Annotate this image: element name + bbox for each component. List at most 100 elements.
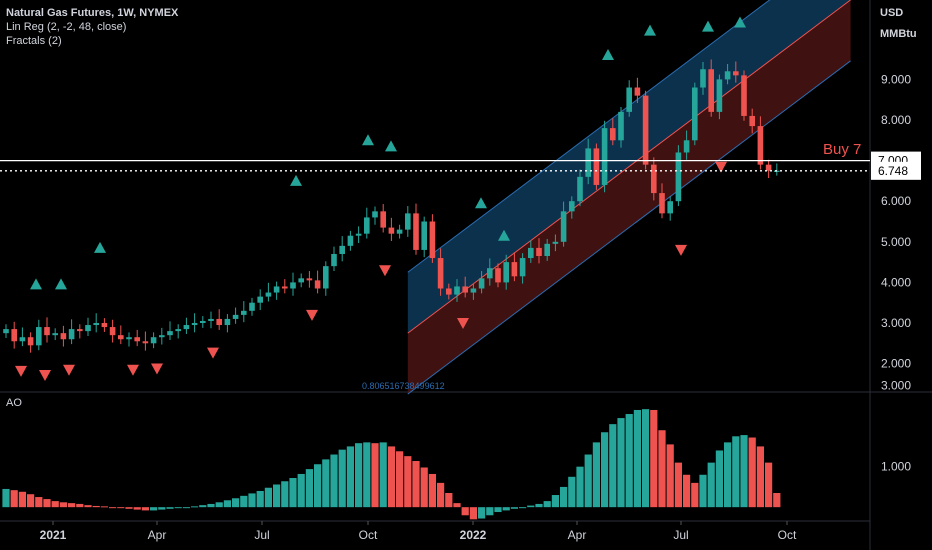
candle-body <box>462 286 468 293</box>
ao-bar <box>748 437 756 508</box>
fractal-up-marker <box>498 229 510 241</box>
candle-body <box>109 327 116 336</box>
candle-body <box>528 247 534 259</box>
time-tick-label: Oct <box>778 528 797 542</box>
candle-body <box>298 278 304 283</box>
ao-bar <box>502 507 510 511</box>
ao-bar <box>51 501 59 508</box>
ao-bar <box>68 503 76 508</box>
ao-bar <box>428 473 436 508</box>
candle-body <box>724 71 731 80</box>
price-tick-label: 2.000 <box>881 357 911 371</box>
candle-body <box>675 152 682 202</box>
candle-body <box>454 286 460 295</box>
fractal-down-marker <box>39 369 51 381</box>
fractal-down-marker <box>63 364 75 376</box>
ao-bar <box>371 443 379 508</box>
candle-body <box>52 333 58 336</box>
candle-body <box>733 71 739 76</box>
fractal-up-marker <box>385 140 397 152</box>
candle-body <box>191 323 198 326</box>
candle-body <box>142 341 149 344</box>
ao-bar <box>469 507 477 520</box>
time-tick-label: 2022 <box>460 528 487 542</box>
ao-bar <box>338 449 346 508</box>
ao-bar <box>584 454 592 508</box>
fractal-up-marker <box>30 278 42 290</box>
unit-label: MMBtu <box>880 28 917 40</box>
candle-body <box>437 258 444 289</box>
ao-bar <box>2 488 10 508</box>
candle-body <box>519 258 526 277</box>
fractal-down-marker <box>15 365 27 377</box>
ao-bar <box>461 507 469 516</box>
symbol-title: Natural Gas Futures, 1W, NYMEX <box>6 7 179 19</box>
ao-bar <box>453 503 461 508</box>
ao-bar <box>765 462 773 508</box>
candle-body <box>405 213 411 230</box>
ao-bar <box>182 507 190 509</box>
linreg-indicator-label[interactable]: Lin Reg (2, -2, 48, close) <box>6 21 127 33</box>
time-tick-label: Jul <box>673 528 688 542</box>
ao-bar <box>109 507 117 509</box>
candle-body <box>257 296 263 303</box>
ao-bar <box>174 507 182 509</box>
candle-body <box>601 128 608 185</box>
candle-body <box>544 243 550 257</box>
ao-bar <box>43 499 51 508</box>
currency-label: USD <box>880 7 904 19</box>
fractal-up-marker <box>475 197 487 209</box>
candle-body <box>372 211 378 218</box>
ao-bar <box>617 418 625 508</box>
ao-tick-label: 1.000 <box>881 460 911 474</box>
buy-signal-label: Buy 7 <box>823 141 861 158</box>
time-tick-label: Apr <box>568 528 587 542</box>
candle-body <box>44 327 50 336</box>
candle-body <box>290 282 296 289</box>
price-tick-label: 9.000 <box>881 72 911 86</box>
candle-body <box>11 329 17 342</box>
ao-bar <box>732 436 740 508</box>
ao-bar <box>256 490 264 508</box>
candle-body <box>560 211 567 242</box>
candle-body <box>224 318 231 326</box>
time-tick-label: 2021 <box>40 528 67 542</box>
ao-bar <box>240 495 248 508</box>
candle-body <box>241 310 247 315</box>
candle-body <box>585 148 591 177</box>
time-tick-label: Oct <box>359 528 378 542</box>
fractal-down-marker <box>675 244 687 256</box>
ao-bar <box>273 484 281 508</box>
fractal-down-marker <box>379 265 391 277</box>
ao-bar <box>478 507 486 519</box>
ao-bar <box>601 432 609 508</box>
price-label-box <box>871 161 921 180</box>
candle-body <box>421 221 427 250</box>
candle-body <box>716 79 723 112</box>
fractals-indicator-label[interactable]: Fractals (2) <box>6 35 62 47</box>
time-tick-label: Apr <box>148 528 167 542</box>
fractal-up-marker <box>55 278 67 290</box>
ao-bar <box>625 414 633 508</box>
candle-body <box>593 148 600 185</box>
ao-bar <box>330 454 338 508</box>
fractal-up-marker <box>362 134 374 146</box>
ao-bar <box>609 424 617 508</box>
candle-body <box>487 268 493 279</box>
candle-body <box>273 286 280 293</box>
ao-bar <box>510 507 518 509</box>
candle-body <box>446 288 452 295</box>
ao-bar <box>683 474 691 508</box>
candle-body <box>692 87 698 141</box>
ao-indicator-label[interactable]: AO <box>6 397 22 409</box>
candle-body <box>396 229 403 234</box>
candle-body <box>175 329 181 332</box>
ao-bar <box>141 507 149 511</box>
ao-bar <box>305 469 313 508</box>
ao-bar <box>355 443 363 508</box>
candle-body <box>159 335 165 338</box>
candle-body <box>388 227 395 234</box>
ao-bar <box>223 500 231 508</box>
candle-body <box>577 176 583 202</box>
